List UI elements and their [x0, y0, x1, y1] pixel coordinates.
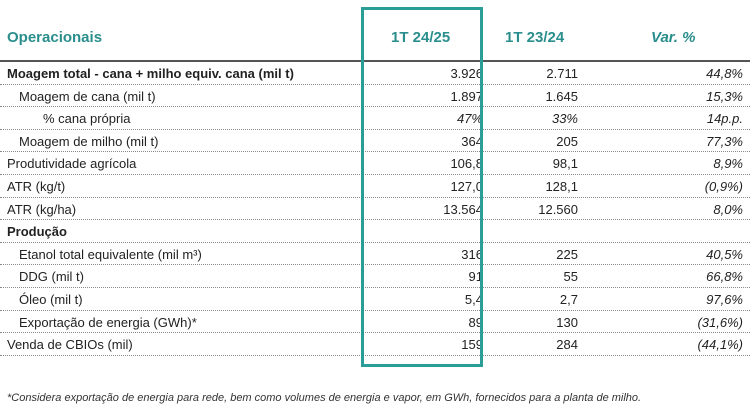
row-variation: 8,9% [713, 156, 743, 172]
table-row: Óleo (mil t) 5,4 2,7 97,6% [0, 288, 750, 311]
row-previous-value: 130 [556, 314, 578, 330]
table-body: Moagem total - cana + milho equiv. cana … [0, 62, 750, 356]
section-label: Produção [7, 224, 67, 240]
row-current-value: 1.897 [450, 88, 483, 104]
row-label: Óleo (mil t) [19, 291, 83, 307]
row-previous-value: 55 [563, 269, 578, 285]
row-label: ATR (kg/t) [7, 178, 66, 194]
row-variation: 44,8% [706, 66, 743, 81]
row-label: Venda de CBIOs (mil) [7, 337, 133, 353]
row-variation: 14p.p. [706, 111, 743, 127]
row-label: Moagem total - cana + milho equiv. cana … [7, 66, 294, 81]
row-variation: 66,8% [706, 269, 743, 285]
row-variation: 97,6% [706, 291, 743, 307]
row-current-value: 5,4 [464, 291, 483, 307]
footnote: *Considera exportação de energia para re… [7, 392, 642, 404]
row-variation: 77,3% [706, 133, 743, 149]
row-previous-value: 12.560 [538, 201, 578, 217]
table-row: Exportação de energia (GWh)* 89 130 (31,… [0, 311, 750, 334]
table-row: ATR (kg/ha) 13.564 12.560 8,0% [0, 198, 750, 221]
table-row: Moagem total - cana + milho equiv. cana … [0, 62, 750, 85]
row-variation: 8,0% [713, 201, 743, 217]
header-previous-period: 1T 23/24 [505, 29, 565, 46]
row-previous-value: 284 [556, 337, 578, 353]
table-header: Operacionais 1T 24/25 1T 23/24 Var. % [0, 22, 750, 62]
row-label: Etanol total equivalente (mil m³) [19, 246, 202, 262]
row-label: Moagem de cana (mil t) [19, 88, 156, 104]
row-current-value: 47% [456, 111, 483, 127]
header-operacionais: Operacionais [7, 29, 103, 46]
row-current-value: 364 [461, 133, 483, 149]
row-current-value: 127,0 [450, 178, 483, 194]
table-row: Etanol total equivalente (mil m³) 316 22… [0, 243, 750, 266]
row-previous-value: 33% [551, 111, 578, 127]
row-previous-value: 128,1 [545, 178, 578, 194]
row-label: DDG (mil t) [19, 269, 84, 285]
header-variation: Var. % [651, 29, 696, 46]
row-current-value: 316 [461, 246, 483, 262]
row-previous-value: 2,7 [559, 291, 578, 307]
section-header-row: Produção [0, 220, 750, 243]
header-divider [0, 60, 750, 62]
row-current-value: 159 [461, 337, 483, 353]
row-current-value: 106,8 [450, 156, 483, 172]
row-label: Produtividade agrícola [7, 156, 137, 172]
row-previous-value: 2.711 [546, 66, 578, 81]
row-previous-value: 205 [556, 133, 578, 149]
row-label: Exportação de energia (GWh)* [19, 314, 197, 330]
row-label: % cana própria [43, 111, 131, 127]
row-previous-value: 225 [556, 246, 578, 262]
row-previous-value: 98,1 [552, 156, 578, 172]
row-label: Moagem de milho (mil t) [19, 133, 159, 149]
row-variation: 40,5% [706, 246, 743, 262]
header-current-period: 1T 24/25 [391, 29, 451, 46]
table-row: % cana própria 47% 33% 14p.p. [0, 107, 750, 130]
row-label: ATR (kg/ha) [7, 201, 77, 217]
table-row: Produtividade agrícola 106,8 98,1 8,9% [0, 152, 750, 175]
row-current-value: 13.564 [443, 201, 483, 217]
row-variation: (44,1%) [697, 337, 743, 353]
row-variation: 15,3% [706, 88, 743, 104]
row-current-value: 89 [468, 314, 483, 330]
row-current-value: 91 [468, 269, 483, 285]
row-current-value: 3.926 [450, 66, 483, 81]
table-row: ATR (kg/t) 127,0 128,1 (0,9%) [0, 175, 750, 198]
row-variation: (0,9%) [704, 178, 743, 194]
table-row: Moagem de cana (mil t) 1.897 1.645 15,3% [0, 85, 750, 108]
table-row: Venda de CBIOs (mil) 159 284 (44,1%) [0, 333, 750, 356]
row-previous-value: 1.645 [545, 88, 578, 104]
table-row: DDG (mil t) 91 55 66,8% [0, 265, 750, 288]
table-row: Moagem de milho (mil t) 364 205 77,3% [0, 130, 750, 153]
row-variation: (31,6%) [697, 314, 743, 330]
